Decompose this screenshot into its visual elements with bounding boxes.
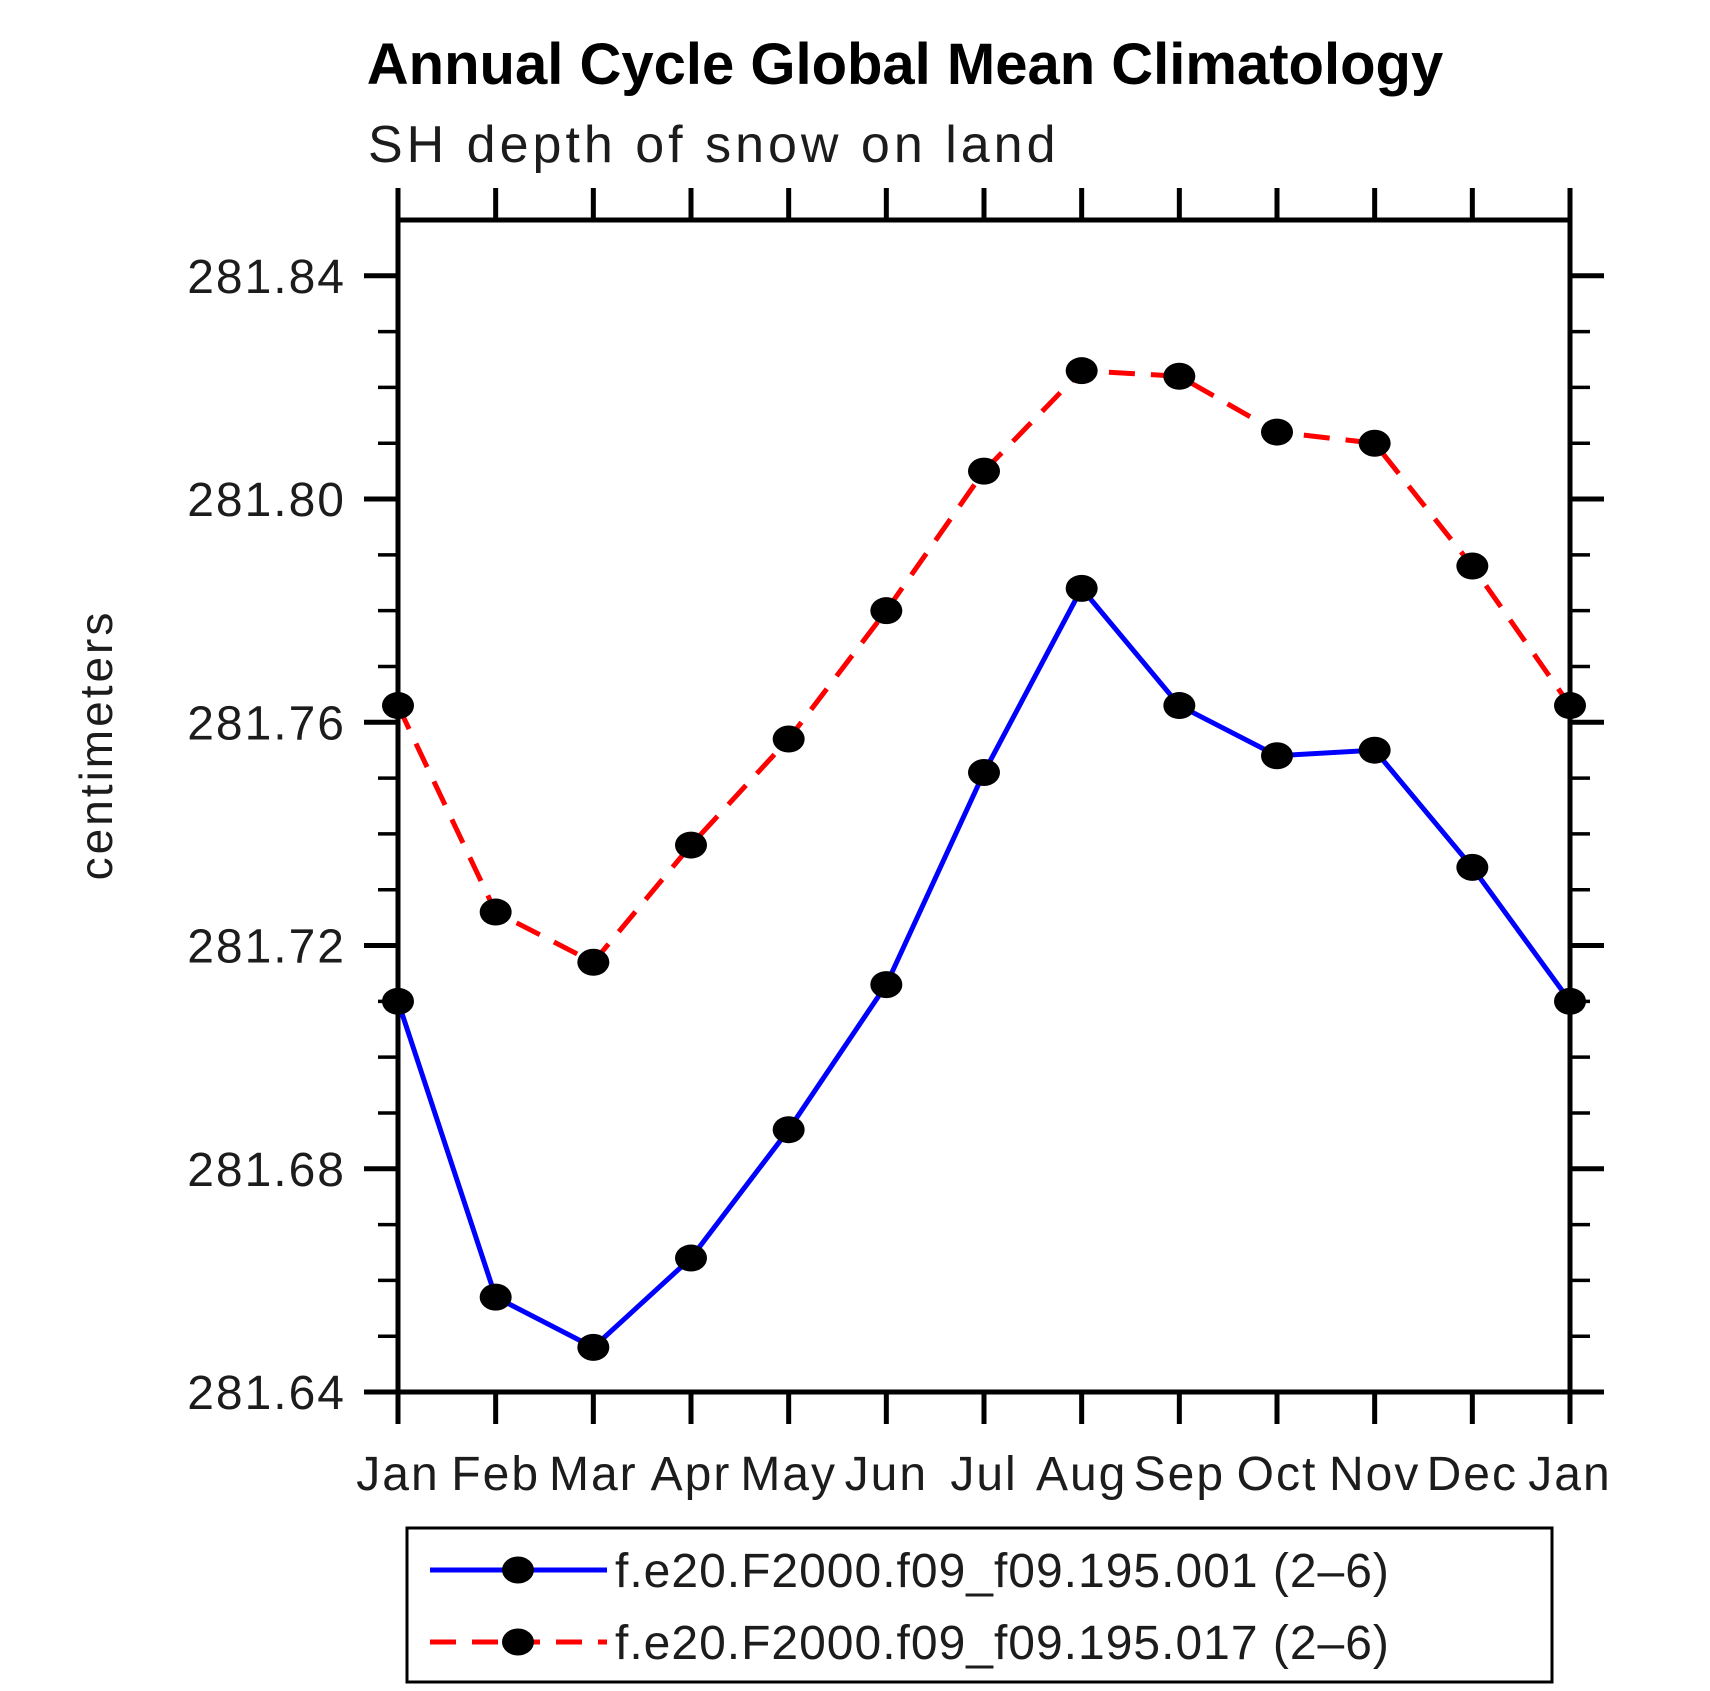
y-tick-label: 281.80 bbox=[187, 474, 346, 527]
legend-marker bbox=[502, 1628, 534, 1656]
x-tick-label: Apr bbox=[651, 1448, 732, 1501]
data-point-marker bbox=[1163, 362, 1196, 390]
x-tick-label: Jun bbox=[845, 1448, 928, 1501]
data-point-marker bbox=[1261, 418, 1293, 446]
data-point-marker bbox=[577, 948, 610, 976]
y-tick-label: 281.72 bbox=[187, 921, 346, 974]
y-tick-label: 281.84 bbox=[187, 251, 346, 304]
data-point-marker bbox=[1456, 552, 1489, 580]
x-tick-label: Sep bbox=[1134, 1448, 1225, 1501]
series-line-0 bbox=[395, 583, 1573, 1351]
data-point-marker bbox=[675, 1244, 707, 1272]
x-tick-label: Aug bbox=[1036, 1448, 1127, 1501]
data-point-marker bbox=[1358, 429, 1391, 457]
x-tick-label: May bbox=[740, 1448, 837, 1501]
legend-label: f.e20.F2000.f09_f09.195.001 (2–6) bbox=[615, 1545, 1390, 1598]
data-point-marker bbox=[675, 831, 707, 859]
x-tick-label: Nov bbox=[1329, 1448, 1420, 1501]
data-point-marker bbox=[382, 692, 414, 720]
data-point-marker bbox=[1456, 853, 1489, 881]
plot-frame bbox=[395, 217, 1573, 1395]
data-point-marker bbox=[382, 987, 414, 1015]
x-tick-label: Mar bbox=[549, 1448, 638, 1501]
x-tick-label: Oct bbox=[1237, 1448, 1318, 1501]
data-point-marker bbox=[1163, 692, 1196, 720]
data-point-marker bbox=[1065, 357, 1098, 385]
data-point-marker bbox=[772, 1116, 805, 1144]
data-point-marker bbox=[577, 1333, 610, 1361]
x-tick-label: Jan bbox=[1528, 1448, 1611, 1501]
data-point-marker bbox=[870, 597, 903, 625]
data-point-marker bbox=[968, 759, 1000, 787]
data-point-marker bbox=[1261, 742, 1293, 770]
data-point-marker bbox=[1065, 574, 1098, 602]
data-point-marker bbox=[870, 971, 903, 999]
data-point-marker bbox=[1358, 736, 1391, 764]
data-point-marker bbox=[772, 725, 805, 753]
legend-label: f.e20.F2000.f09_f09.195.017 (2–6) bbox=[615, 1617, 1390, 1670]
y-tick-label: 281.76 bbox=[187, 697, 346, 750]
chart-subtitle: SH depth of snow on land bbox=[368, 116, 1060, 174]
legend: f.e20.F2000.f09_f09.195.001 (2–6) f.e20.F… bbox=[405, 1526, 1554, 1684]
data-point-marker bbox=[479, 1283, 512, 1311]
data-point-marker bbox=[1554, 692, 1586, 720]
data-point-marker bbox=[968, 457, 1000, 485]
x-tick-label: Feb bbox=[451, 1448, 540, 1501]
legend-marker bbox=[502, 1556, 534, 1584]
data-point-marker bbox=[479, 898, 512, 926]
y-tick-label: 281.68 bbox=[187, 1144, 346, 1197]
y-axis-title: centimeters bbox=[70, 610, 122, 881]
legend-box bbox=[405, 1526, 1554, 1684]
y-tick-label: 281.64 bbox=[187, 1367, 346, 1420]
x-tick-label: Dec bbox=[1427, 1448, 1518, 1501]
data-point-marker bbox=[1554, 987, 1586, 1015]
x-tick-label: Jul bbox=[950, 1448, 1017, 1501]
chart-title: Annual Cycle Global Mean Climatology bbox=[367, 32, 1443, 97]
x-tick-label: Jan bbox=[356, 1448, 439, 1501]
